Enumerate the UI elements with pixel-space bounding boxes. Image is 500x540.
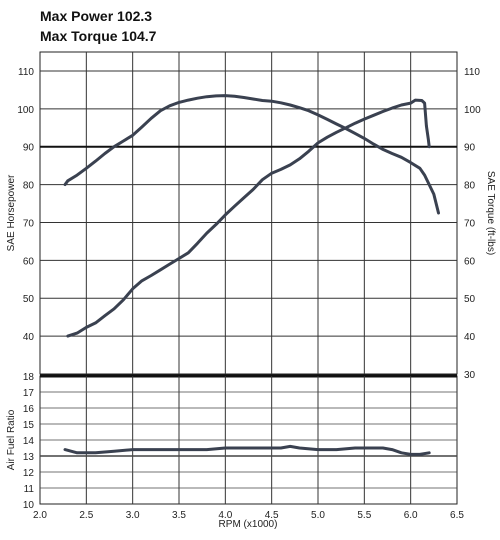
max-power-title: Max Power 102.3: [40, 8, 153, 24]
x-tick-label: 2.5: [79, 510, 93, 521]
x-axis-title: RPM (x1000): [219, 519, 278, 530]
afr-tick-label: 14: [23, 436, 35, 447]
y-tick-label-left: 70: [23, 218, 35, 229]
torque-line: [63, 94, 440, 215]
tick-labels: 2.0 2.5 3.0 3.5 4.0 4.5 5.0 5.5 6.0 6.5 40 50 60 70 80…: [17, 67, 481, 521]
x-tick-label: 4.5: [265, 510, 279, 521]
x-tick-label: 5.0: [311, 510, 325, 521]
horsepower-line: [66, 98, 431, 338]
y-tick-label-right: 100: [464, 105, 481, 116]
y-tick-label-left: 40: [23, 332, 35, 343]
y-tick-label-left: 110: [18, 67, 34, 78]
max-torque-title: Max Torque 104.7: [40, 28, 157, 44]
x-tick-label: 6.0: [404, 510, 418, 521]
y-tick-label-right: 110: [464, 67, 480, 78]
x-tick-label: 6.5: [450, 510, 464, 521]
afr-tick-label: 13: [23, 452, 35, 463]
y-tick-label-right: 90: [464, 143, 476, 154]
y-tick-label-left: 100: [17, 105, 34, 116]
afr-tick-label: 11: [24, 484, 35, 495]
y-tick-label-left: 60: [23, 256, 35, 267]
afr-tick-label: 15: [23, 420, 35, 431]
y-tick-label-right: 70: [464, 218, 476, 229]
afr-tick-label: 10: [23, 500, 35, 511]
y-axis-title-right: SAE Torque (ft-lbs): [485, 171, 496, 255]
y-tick-label-left: 90: [23, 143, 35, 154]
x-tick-label: 5.5: [357, 510, 371, 521]
series-lines: [63, 94, 440, 456]
y-tick-label-right: 40: [464, 332, 476, 343]
y-tick-label-right: 80: [464, 181, 476, 192]
y-axis-title-left: SAE Horsepower: [6, 174, 17, 251]
y-axis-title-afr: Air Fuel Ratio: [6, 409, 17, 470]
x-tick-label: 3.0: [126, 510, 140, 521]
afr-tick-label: 12: [23, 468, 35, 479]
afr-tick-label: 17: [23, 388, 35, 399]
x-tick-label: 3.5: [172, 510, 186, 521]
y-tick-label-right: 30: [464, 370, 476, 381]
afr-tick-label: 16: [23, 404, 35, 415]
y-tick-label-right: 60: [464, 256, 476, 267]
y-tick-label-right: 50: [464, 294, 476, 305]
x-tick-label: 2.0: [33, 510, 47, 521]
y-tick-label-left: 50: [23, 294, 35, 305]
afr-tick-label: 18: [23, 372, 35, 383]
upper-plot-frame: [39, 51, 458, 375]
air-fuel-ratio-line: [63, 444, 431, 456]
y-tick-label-left: 80: [23, 181, 35, 192]
x-tick-label: 4.0: [218, 510, 232, 521]
grid: [40, 52, 457, 504]
